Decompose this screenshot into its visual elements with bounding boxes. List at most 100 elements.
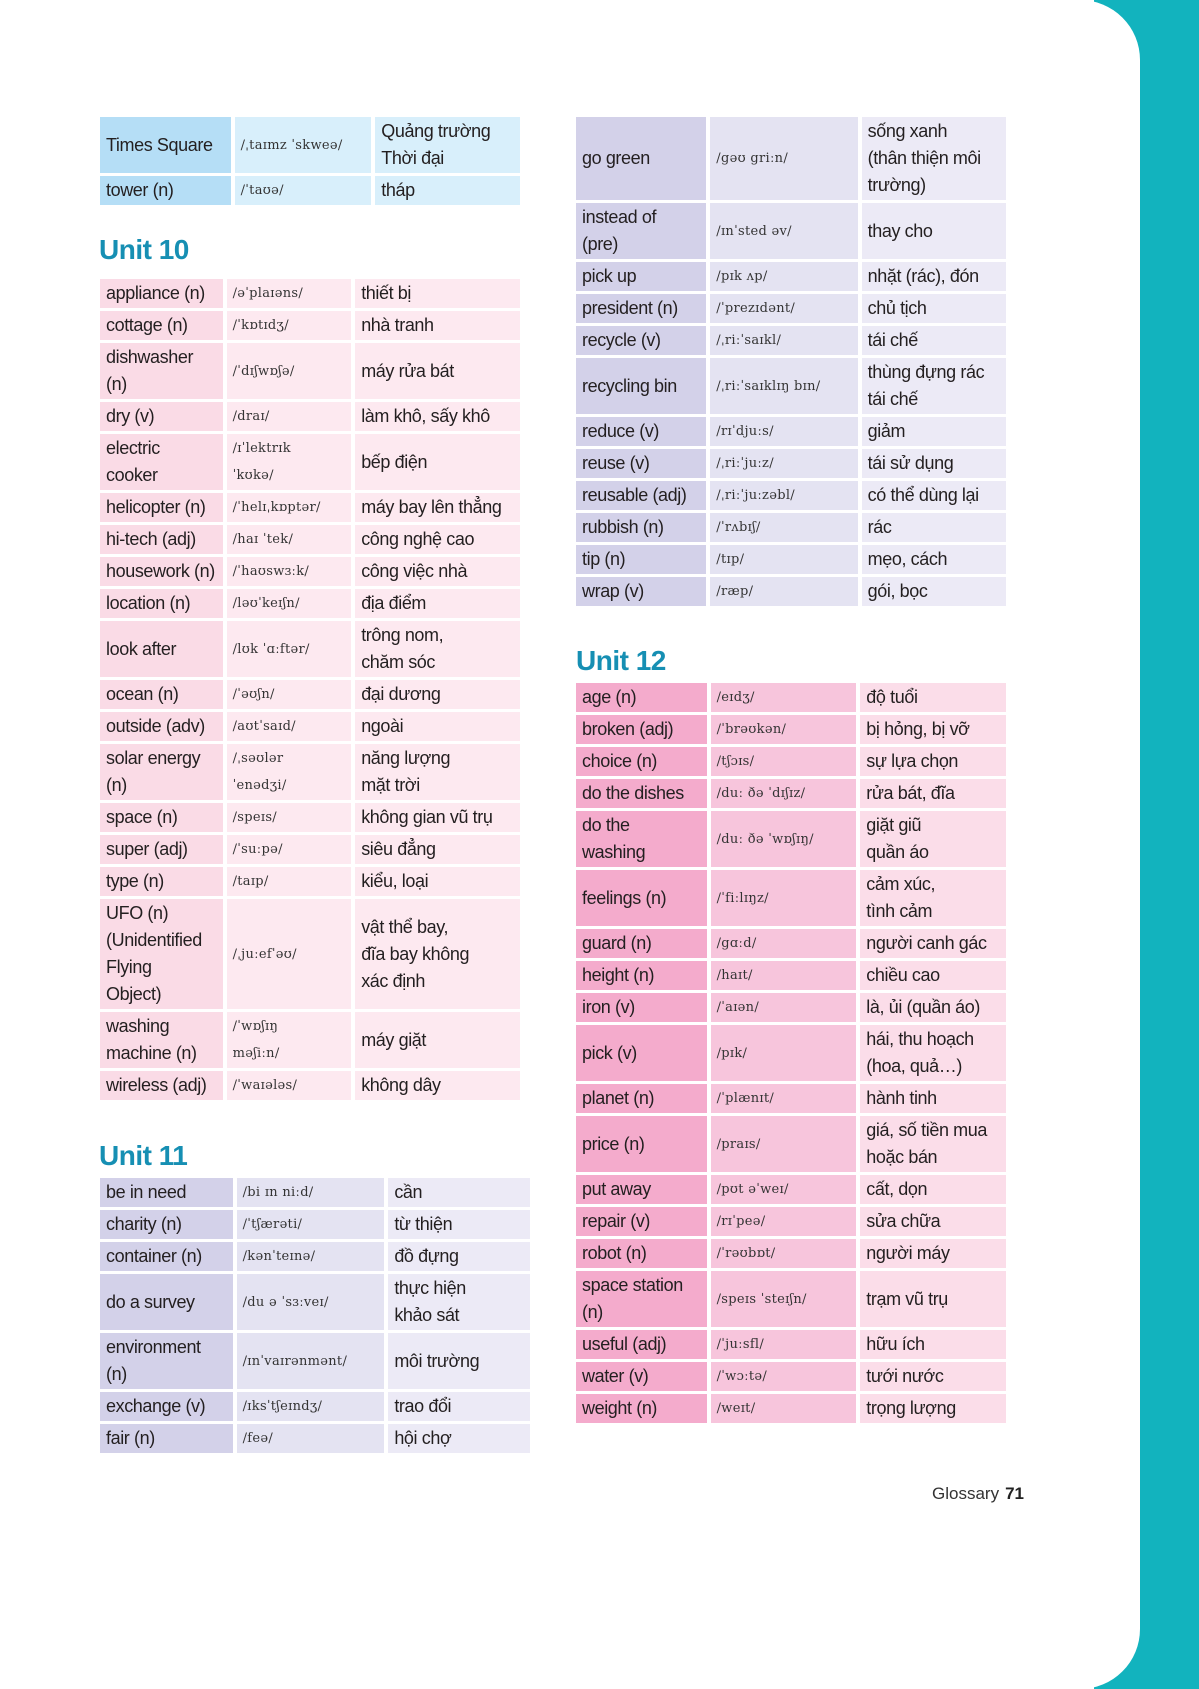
- glossary-pronunciation: /ˈjuːsfl/: [710, 1330, 857, 1359]
- glossary-meaning: vật thể bay, đĩa bay không xác định: [355, 899, 520, 1009]
- glossary-row: weight (n)/weɪt/trọng lượng: [576, 1394, 1006, 1423]
- glossary-meaning: bị hỏng, bị vỡ: [860, 715, 1006, 744]
- glossary-word: reduce (v): [576, 417, 707, 446]
- glossary-meaning: hái, thu hoạch (hoa, quả…): [860, 1025, 1006, 1081]
- glossary-row: outside (adv)/aʊtˈsaɪd/ngoài: [100, 712, 520, 741]
- glossary-row: tower (n)/ˈtaʊə/tháp: [100, 176, 520, 205]
- glossary-pronunciation: /kənˈteɪnə/: [236, 1242, 385, 1271]
- glossary-pronunciation: /ˈhelɪˌkɒptər/: [226, 493, 352, 522]
- glossary-word: put away: [576, 1175, 707, 1204]
- glossary-meaning: làm khô, sấy khô: [355, 402, 520, 431]
- glossary-meaning: là, ủi (quần áo): [860, 993, 1006, 1022]
- glossary-meaning: độ tuổi: [860, 683, 1006, 712]
- glossary-meaning: mẹo, cách: [861, 545, 1006, 574]
- glossary-row: pick up/pɪk ʌp/nhặt (rác), đón: [576, 262, 1006, 291]
- glossary-word: recycle (v): [576, 326, 707, 355]
- glossary-pronunciation: /duː ðə ˈdɪʃɪz/: [710, 779, 857, 808]
- glossary-word: do the washing: [576, 811, 707, 867]
- glossary-word: container (n): [100, 1242, 233, 1271]
- glossary-pronunciation: /lʊk ˈɑːftər/: [226, 621, 352, 677]
- glossary-pronunciation: /ˈplænɪt/: [710, 1084, 857, 1113]
- glossary-pronunciation: /gəʊ griːn/: [710, 117, 858, 200]
- glossary-word: super (adj): [100, 835, 223, 864]
- glossary-word: wireless (adj): [100, 1071, 223, 1100]
- glossary-pronunciation: /draɪ/: [226, 402, 352, 431]
- glossary-row: be in need/bi ɪn niːd/cần: [100, 1178, 530, 1207]
- glossary-meaning: hữu ích: [860, 1330, 1006, 1359]
- glossary-word: age (n): [576, 683, 707, 712]
- glossary-meaning: trông nom, chăm sóc: [355, 621, 520, 677]
- glossary-row: go green/gəʊ griːn/sống xanh (thân thiện…: [576, 117, 1006, 200]
- glossary-meaning: rác: [861, 513, 1006, 542]
- glossary-word: tip (n): [576, 545, 707, 574]
- glossary-row: recycle (v)/ˌriːˈsaɪkl/tái chế: [576, 326, 1006, 355]
- glossary-row: rubbish (n)/ˈrʌbɪʃ/rác: [576, 513, 1006, 542]
- glossary-pronunciation: /ɪksˈtʃeɪndʒ/: [236, 1392, 385, 1421]
- glossary-pronunciation: /ˈrəʊbɒt/: [710, 1239, 857, 1268]
- glossary-word: iron (v): [576, 993, 707, 1022]
- glossary-row: choice (n)/tʃɔɪs/sự lựa chọn: [576, 747, 1006, 776]
- glossary-pronunciation: /ˈaɪən/: [710, 993, 857, 1022]
- glossary-row: reduce (v)/rɪˈdjuːs/giảm: [576, 417, 1006, 446]
- glossary-row: dry (v)/draɪ/làm khô, sấy khô: [100, 402, 520, 431]
- glossary-row: price (n)/praɪs/giá, số tiền mua hoặc bá…: [576, 1116, 1006, 1172]
- glossary-pronunciation: /ˌriːˈjuːzəbl/: [710, 481, 858, 510]
- glossary-word: price (n): [576, 1116, 707, 1172]
- glossary-row: space station (n)/speɪs ˈsteɪʃn/trạm vũ …: [576, 1271, 1006, 1327]
- glossary-row: repair (v)/rɪˈpeə/sửa chữa: [576, 1207, 1006, 1236]
- glossary-pronunciation: /eɪdʒ/: [710, 683, 857, 712]
- glossary-pronunciation: /speɪs/: [226, 803, 352, 832]
- glossary-pronunciation: /ˈwaɪələs/: [226, 1071, 352, 1100]
- glossary-row: do the dishes/duː ðə ˈdɪʃɪz/rửa bát, đĩa: [576, 779, 1006, 808]
- glossary-meaning: thực hiện khảo sát: [388, 1274, 530, 1330]
- glossary-row: do a survey/du ə ˈsɜːveɪ/thực hiện khảo …: [100, 1274, 530, 1330]
- glossary-meaning: ngoài: [355, 712, 520, 741]
- glossary-meaning: siêu đẳng: [355, 835, 520, 864]
- glossary-pronunciation: /rɪˈdjuːs/: [710, 417, 858, 446]
- glossary-row: helicopter (n)/ˈhelɪˌkɒptər/máy bay lên …: [100, 493, 520, 522]
- glossary-row: guard (n)/gɑːd/người canh gác: [576, 929, 1006, 958]
- glossary-row: feelings (n)/ˈfiːlɪŋz/cảm xúc, tình cảm: [576, 870, 1006, 926]
- glossary-meaning: thiết bị: [355, 279, 520, 308]
- glossary-word: solar energy (n): [100, 744, 223, 800]
- glossary-word: appliance (n): [100, 279, 223, 308]
- glossary-pronunciation: /ɪˈlektrɪk ˈkʊkə/: [226, 434, 352, 490]
- glossary-row: wireless (adj)/ˈwaɪələs/không dây: [100, 1071, 520, 1100]
- unit-11-title: Unit 11: [99, 1140, 188, 1171]
- glossary-pronunciation: /ˈdɪʃwɒʃə/: [226, 343, 352, 399]
- glossary-meaning: trạm vũ trụ: [860, 1271, 1006, 1327]
- glossary-pronunciation: /ˈrʌbɪʃ/: [710, 513, 858, 542]
- glossary-word: UFO (n) (Unidentified Flying Object): [100, 899, 223, 1009]
- glossary-word: cottage (n): [100, 311, 223, 340]
- glossary-word: feelings (n): [576, 870, 707, 926]
- glossary-word: outside (adv): [100, 712, 223, 741]
- page-footer: Glossary 71: [932, 1484, 1024, 1504]
- glossary-pronunciation: /haɪt/: [710, 961, 857, 990]
- glossary-meaning: Quảng trường Thời đại: [375, 117, 520, 173]
- glossary-meaning: thùng đựng rác tái chế: [861, 358, 1006, 414]
- glossary-meaning: tái chế: [861, 326, 1006, 355]
- glossary-row: pick (v)/pɪk/hái, thu hoạch (hoa, quả…): [576, 1025, 1006, 1081]
- glossary-pronunciation: /taɪp/: [226, 867, 352, 896]
- page-number: 71: [1005, 1484, 1024, 1503]
- glossary-meaning: đại dương: [355, 680, 520, 709]
- glossary-meaning: tái sử dụng: [861, 449, 1006, 478]
- glossary-row: exchange (v)/ɪksˈtʃeɪndʒ/trao đổi: [100, 1392, 530, 1421]
- glossary-meaning: chiều cao: [860, 961, 1006, 990]
- glossary-word: broken (adj): [576, 715, 707, 744]
- glossary-word: be in need: [100, 1178, 233, 1207]
- glossary-pronunciation: /ˌriːˈsaɪkl/: [710, 326, 858, 355]
- glossary-meaning: kiểu, loại: [355, 867, 520, 896]
- glossary-word: guard (n): [576, 929, 707, 958]
- glossary-word: president (n): [576, 294, 707, 323]
- glossary-pronunciation: /ˈəʊʃn/: [226, 680, 352, 709]
- glossary-meaning: sống xanh (thân thiện môi trường): [861, 117, 1006, 200]
- glossary-pronunciation: /ˈwɔːtə/: [710, 1362, 857, 1391]
- glossary-word: wrap (v): [576, 577, 707, 606]
- glossary-word: hi-tech (adj): [100, 525, 223, 554]
- glossary-meaning: sự lựa chọn: [860, 747, 1006, 776]
- glossary-pronunciation: /feə/: [236, 1424, 385, 1453]
- glossary-word: washing machine (n): [100, 1012, 223, 1068]
- glossary-row: instead of (pre)/ɪnˈsted əv/thay cho: [576, 203, 1006, 259]
- glossary-row: space (n)/speɪs/không gian vũ trụ: [100, 803, 520, 832]
